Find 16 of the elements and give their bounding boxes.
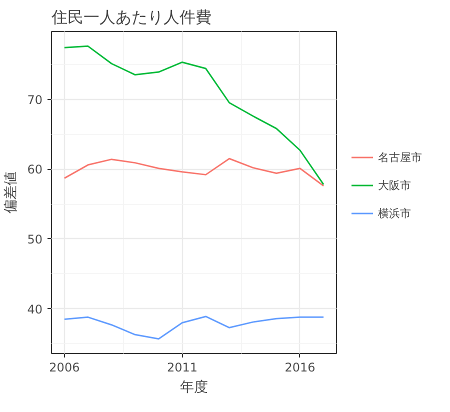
legend-label: 横浜市 [378, 206, 411, 220]
y-tick-label: 70 [27, 92, 43, 107]
legend-label: 名古屋市 [378, 150, 422, 164]
y-tick-label: 60 [27, 162, 43, 177]
legend-label: 大阪市 [378, 178, 411, 192]
line-series [64, 45, 324, 186]
x-tick-label: 2011 [166, 360, 198, 374]
line-series [64, 316, 324, 340]
line-series [64, 158, 324, 187]
x-tick-label: 2006 [49, 360, 80, 374]
y-tick-label: 50 [27, 232, 43, 246]
x-tick-label: 2016 [284, 360, 316, 374]
x-axis-title: 年度 [180, 380, 208, 396]
y-axis-title: 偏差値 [3, 172, 20, 214]
y-tick-label: 40 [27, 302, 43, 316]
chart-title: 住民一人あたり人件費 [50, 8, 212, 26]
